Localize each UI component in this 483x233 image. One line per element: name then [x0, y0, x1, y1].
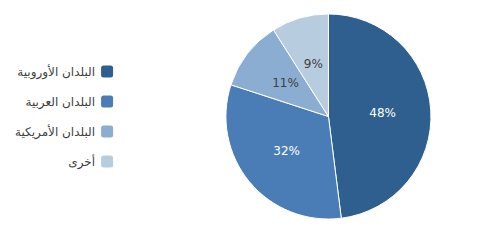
svg-text:32%: 32%	[273, 144, 300, 158]
svg-text:البلدان الأمريكية: البلدان الأمريكية	[15, 124, 95, 140]
svg-text:48%: 48%	[369, 106, 396, 120]
svg-text:11%: 11%	[272, 76, 299, 90]
svg-text:أخرى: أخرى	[68, 154, 95, 170]
svg-text:البلدان العربية: البلدان العربية	[25, 95, 95, 110]
svg-text:البلدان الأوروبية: البلدان الأوروبية	[17, 64, 95, 80]
svg-text:9%: 9%	[304, 57, 323, 71]
